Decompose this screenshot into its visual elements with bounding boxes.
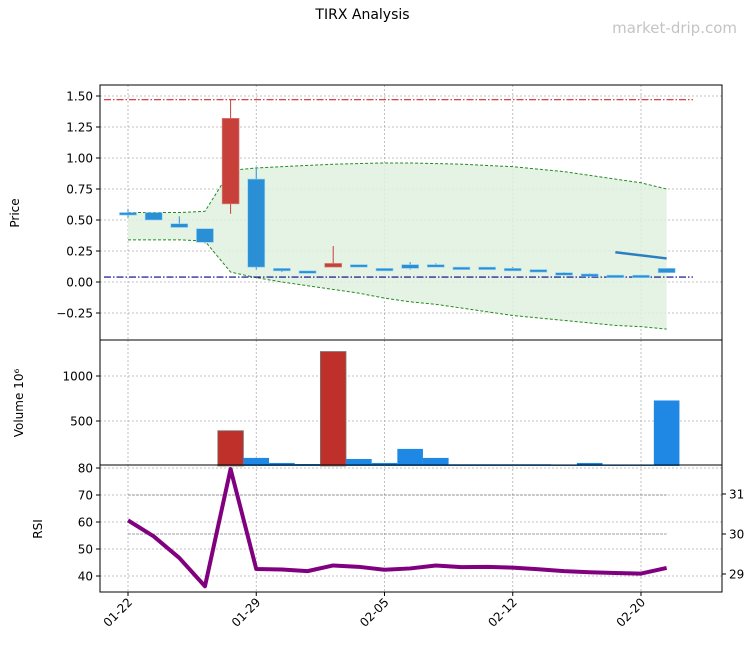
candle (350, 264, 368, 268)
y-tick-label: 80 (78, 462, 93, 476)
candle (247, 167, 266, 270)
candle (657, 268, 676, 273)
volume-bar (319, 351, 347, 467)
volume-bar (602, 465, 629, 466)
y-tick-label: 70 (78, 489, 93, 503)
volume-bar (551, 465, 577, 466)
volume-grid (100, 340, 722, 465)
candle (632, 274, 650, 278)
y-tick-label: −0.25 (56, 307, 93, 321)
candle (324, 246, 343, 268)
candle-body (401, 264, 419, 269)
y-tick-label: 1.50 (66, 90, 93, 104)
candle-body (632, 274, 650, 278)
candle-body (375, 268, 394, 272)
volume-bar (217, 430, 244, 467)
candle (452, 266, 471, 270)
candle-body (221, 118, 240, 205)
band-lower-line (128, 239, 667, 330)
candle-body (273, 268, 291, 272)
y-tick-label: 50 (78, 543, 93, 557)
candle-body (144, 212, 163, 221)
candle (221, 99, 240, 214)
candle-body (657, 268, 676, 273)
volume-y-label: Volume 10⁶ (12, 369, 26, 438)
y-tick-label: 1000 (62, 370, 93, 384)
candle-body (478, 266, 496, 270)
y-tick-label: 0.00 (66, 276, 93, 290)
candle (401, 262, 419, 270)
candle (555, 272, 573, 276)
volume-bar (371, 462, 398, 466)
volume-bar (576, 462, 603, 466)
candle-body (119, 212, 137, 216)
y-tick-label: 0.75 (66, 183, 93, 197)
candle-body (298, 270, 317, 274)
candle-body (196, 228, 214, 243)
y-tick-label: 40 (78, 570, 93, 584)
candle (196, 228, 214, 244)
price-y-label: Price (8, 198, 22, 227)
candle-body (606, 274, 625, 278)
y-tick-label: 500 (70, 415, 93, 429)
volume-bar (269, 462, 295, 466)
volume-bar (243, 457, 270, 466)
candle-body (529, 269, 548, 273)
y-tick-label: 30 (729, 528, 744, 542)
y-tick-label: 0.25 (66, 245, 93, 259)
candle (580, 273, 599, 277)
candle-body (350, 264, 368, 268)
candle (273, 268, 291, 273)
band-fill (128, 162, 667, 330)
candle (375, 268, 394, 272)
volume-bar (397, 448, 423, 466)
rsi-line (126, 467, 668, 589)
candle (503, 267, 522, 272)
rsi-y-label: RSI (31, 519, 45, 539)
candle-body (324, 263, 343, 268)
candle (144, 212, 163, 221)
x-tick-label: 01-22 (101, 595, 136, 630)
candle (426, 263, 445, 268)
rsi-panel-frame (99, 464, 723, 593)
chart-title: TIRX Analysis (315, 7, 410, 23)
volume-bar (346, 458, 372, 466)
x-tick-label: 02-20 (614, 595, 649, 630)
vol-panel-frame (99, 339, 723, 466)
candle-body (452, 266, 471, 270)
volume-bar (423, 457, 449, 466)
volume-y-axis: 500 1000 (62, 370, 100, 429)
price-y-axis: −0.25 0.00 0.25 0.50 0.75 1.00 1.25 1.50 (56, 90, 100, 321)
candle (298, 270, 317, 274)
candle (529, 269, 548, 273)
candle-body (426, 264, 445, 268)
candle-body (247, 178, 266, 268)
candle (478, 266, 496, 270)
candle-body (503, 268, 522, 272)
rsi-right-y-axis: 29 30 31 (722, 488, 744, 582)
y-tick-label: 29 (729, 568, 744, 582)
y-tick-label: 31 (729, 488, 744, 502)
rsi-y-axis: 40 50 60 70 80 (78, 462, 100, 584)
candle (119, 208, 137, 218)
candle (170, 216, 189, 228)
volume-bar (653, 400, 680, 466)
watermark: market-drip.com (612, 19, 737, 37)
candle-body (580, 273, 599, 277)
y-tick-label: 1.25 (66, 121, 93, 135)
y-tick-label: 0.50 (66, 214, 93, 228)
trend-line (615, 250, 667, 260)
candle (606, 274, 625, 278)
candle-body (555, 272, 573, 276)
x-tick-label: 02-05 (357, 595, 392, 630)
y-tick-label: 1.00 (66, 152, 93, 166)
y-tick-label: 60 (78, 516, 93, 530)
x-tick-label: 02-12 (485, 595, 520, 630)
x-tick-label: 01-29 (229, 595, 264, 630)
band-upper-line (128, 162, 667, 214)
candle-body (170, 223, 189, 228)
